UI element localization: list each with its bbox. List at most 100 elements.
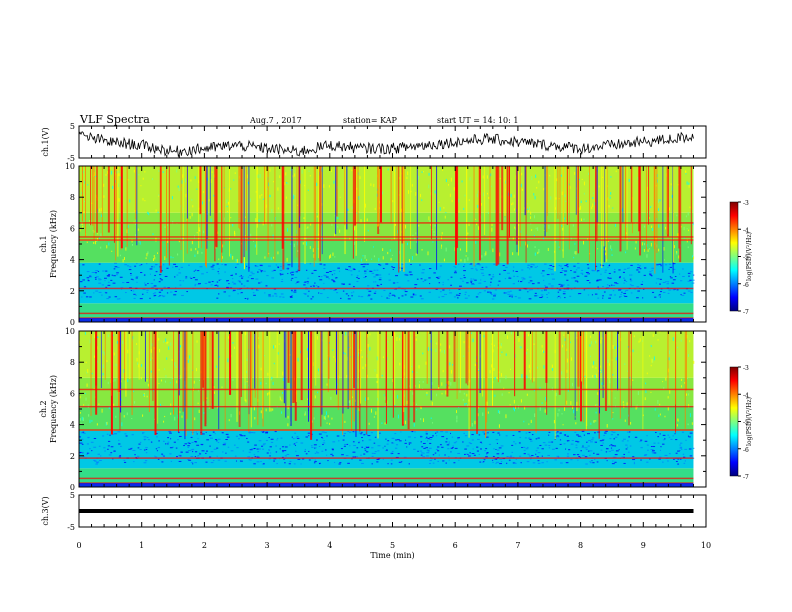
noise-speck: [258, 269, 261, 271]
noise-speck: [243, 285, 246, 287]
noise-speck: [414, 437, 416, 439]
noise-speck: [307, 281, 309, 283]
noise-speck: [583, 181, 585, 186]
noise-speck: [376, 458, 380, 460]
noise-speck: [208, 456, 212, 458]
noise-speck: [567, 284, 570, 286]
noise-speck: [93, 271, 96, 273]
noise-speck: [575, 444, 578, 446]
noise-speck: [450, 382, 452, 386]
noise-speck: [651, 358, 653, 360]
noise-speck: [86, 371, 88, 374]
noise-speck: [107, 448, 109, 450]
noise-speck: [680, 294, 682, 296]
noise-speck: [463, 274, 465, 276]
noise-speck: [651, 275, 653, 277]
noise-speck: [560, 462, 563, 464]
noise-speck: [686, 181, 688, 185]
noise-speck: [450, 451, 452, 453]
noise-speck: [340, 448, 343, 450]
noise-speck: [190, 179, 192, 182]
noise-speck: [274, 345, 276, 348]
noise-speck: [237, 280, 241, 282]
sferic-streak: [238, 166, 240, 228]
noise-speck: [587, 267, 590, 269]
noise-speck: [204, 282, 208, 284]
noise-speck: [498, 280, 501, 282]
noise-speck: [488, 443, 492, 445]
noise-speck: [565, 200, 567, 203]
noise-speck: [441, 446, 444, 448]
noise-speck: [467, 232, 469, 235]
noise-speck: [172, 257, 174, 259]
noise-speck: [445, 178, 447, 183]
noise-speck: [571, 357, 573, 361]
noise-speck: [142, 433, 144, 435]
noise-speck: [360, 454, 362, 456]
noise-speck: [262, 444, 265, 446]
noise-speck: [207, 211, 209, 215]
sferic-streak: [466, 166, 468, 253]
noise-speck: [290, 243, 292, 245]
noise-speck: [682, 456, 686, 458]
noise-speck: [382, 356, 384, 359]
noise-speck: [372, 246, 374, 248]
noise-speck: [575, 250, 577, 255]
noise-speck: [428, 291, 431, 293]
noise-speck: [347, 462, 350, 464]
noise-speck: [317, 391, 319, 394]
noise-speck: [293, 291, 297, 293]
noise-speck: [146, 291, 149, 293]
channel-label: ch.2: [39, 400, 48, 417]
noise-speck: [654, 296, 657, 298]
noise-speck: [593, 452, 595, 454]
sferic-streak: [125, 331, 127, 397]
sferic-streak: [484, 166, 486, 235]
noise-speck: [548, 431, 551, 433]
line-emission: [79, 317, 694, 319]
noise-speck: [167, 224, 169, 226]
noise-speck: [412, 234, 414, 237]
noise-speck: [162, 296, 165, 298]
noise-speck: [645, 382, 647, 385]
noise-speck: [315, 285, 318, 287]
noise-speck: [644, 242, 646, 246]
noise-speck: [497, 284, 499, 286]
noise-speck: [396, 336, 398, 341]
noise-speck: [658, 208, 660, 211]
noise-speck: [93, 446, 97, 448]
noise-speck: [81, 416, 83, 421]
noise-speck: [566, 435, 569, 437]
noise-speck: [499, 354, 501, 357]
sferic-streak: [274, 166, 276, 262]
noise-speck: [580, 450, 582, 452]
noise-speck: [610, 284, 613, 286]
noise-speck: [611, 254, 613, 256]
noise-speck: [305, 453, 308, 455]
noise-speck: [422, 456, 426, 458]
noise-speck: [153, 285, 157, 287]
noise-speck: [602, 286, 604, 288]
noise-speck: [86, 271, 90, 273]
noise-speck: [422, 442, 426, 444]
noise-speck: [314, 447, 316, 449]
noise-speck: [291, 274, 294, 276]
noise-speck: [164, 256, 166, 261]
noise-speck: [244, 216, 246, 218]
noise-speck: [485, 251, 487, 256]
noise-speck: [344, 353, 346, 355]
noise-speck: [618, 449, 620, 451]
sferic-streak: [398, 166, 400, 273]
sferic-streak: [185, 331, 187, 436]
noise-speck: [407, 280, 410, 282]
noise-speck: [474, 265, 476, 267]
noise-speck: [309, 263, 312, 265]
noise-speck: [534, 246, 536, 248]
noise-speck: [500, 345, 502, 349]
noise-speck: [253, 240, 255, 242]
noise-speck: [100, 214, 102, 217]
noise-speck: [414, 431, 416, 433]
noise-speck: [110, 279, 113, 281]
noise-speck: [212, 264, 215, 266]
noise-speck: [687, 211, 689, 216]
